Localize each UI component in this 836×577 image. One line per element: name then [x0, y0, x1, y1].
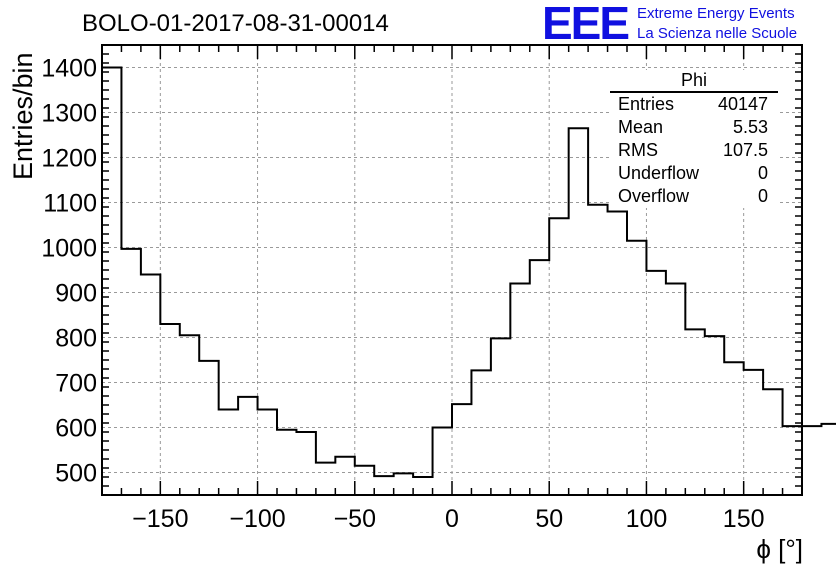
y-tick-label: 700 — [55, 370, 97, 398]
y-tick-label: 800 — [55, 325, 97, 353]
stats-row-mean: Mean 5.53 — [610, 116, 778, 139]
x-axis-label: ϕ [°] — [756, 534, 803, 564]
stats-value: 40147 — [717, 94, 768, 114]
stats-value: 5.53 — [732, 117, 768, 137]
y-tick-label: 1400 — [41, 55, 97, 83]
stats-label: Mean — [618, 117, 664, 137]
stats-row-underflow: Underflow 0 — [610, 162, 778, 185]
stats-label: Overflow — [618, 186, 690, 206]
y-tick-label: 900 — [55, 280, 97, 308]
stats-value: 0 — [757, 163, 768, 183]
stats-row-overflow: Overflow 0 — [610, 185, 778, 208]
eee-logo: EEE — [542, 0, 630, 49]
stats-label: RMS — [618, 140, 658, 160]
x-tick-label: 50 — [535, 505, 563, 533]
y-axis-label: Entries/bin — [8, 52, 38, 180]
x-tick-label: 0 — [445, 505, 459, 533]
x-tick-label: 150 — [723, 505, 765, 533]
stats-label: Underflow — [618, 163, 700, 183]
y-tick-label: 600 — [55, 415, 97, 443]
stats-label: Entries — [618, 94, 675, 114]
tick-labels: −150 −100 −50 0 50 100 150 500 600 700 800 900 1000 1… — [41, 55, 764, 534]
y-tick-label: 1000 — [41, 235, 97, 263]
x-tick-label: −100 — [229, 505, 285, 533]
y-tick-label: 1300 — [41, 100, 97, 128]
stats-value: 0 — [757, 186, 768, 206]
stats-box-title: Phi — [610, 70, 778, 93]
y-tick-label: 1100 — [43, 190, 97, 218]
logo-caption-line2: La Scienza nelle Scuole — [637, 25, 798, 42]
x-tick-label: 100 — [626, 505, 668, 533]
stats-row-entries: Entries 40147 — [610, 93, 778, 116]
axis-ticks — [101, 44, 803, 496]
x-tick-label: −50 — [334, 505, 376, 533]
histogram-line — [101, 66, 836, 495]
logo-caption: Extreme Energy Events La Scienza nelle S… — [637, 4, 797, 44]
stats-value: 107.5 — [722, 140, 768, 160]
logo-caption-line1: Extreme Energy Events — [637, 5, 795, 22]
stats-box: Phi Entries 40147 Mean 5.53 RMS 107.5 Un… — [610, 70, 778, 208]
y-tick-label: 1200 — [41, 145, 97, 173]
chart-title: BOLO-01-2017-08-31-00014 — [82, 10, 389, 37]
y-tick-label: 500 — [55, 460, 97, 488]
x-tick-label: −150 — [132, 505, 188, 533]
stats-row-rms: RMS 107.5 — [610, 139, 778, 162]
